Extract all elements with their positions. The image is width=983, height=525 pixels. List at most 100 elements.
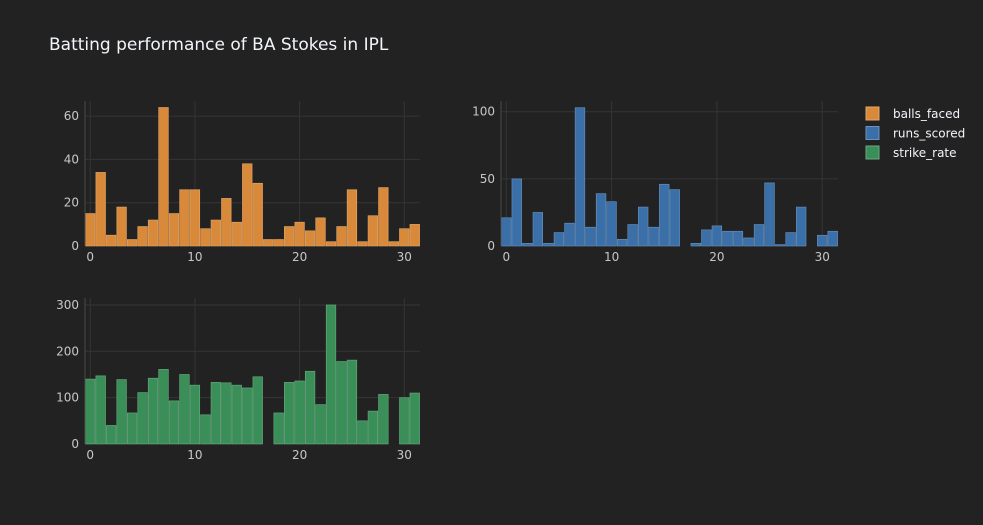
x-tick-label: 30 <box>397 250 412 264</box>
bar-runs_scored[interactable] <box>732 230 744 247</box>
bar-balls_faced[interactable] <box>210 219 221 247</box>
bar-strike_rate[interactable] <box>126 412 138 445</box>
bar-strike_rate[interactable] <box>252 376 263 445</box>
bar-runs_scored[interactable] <box>753 224 765 247</box>
bar-strike_rate[interactable] <box>221 382 232 445</box>
bar-balls_faced[interactable] <box>221 198 232 247</box>
bar-runs_scored[interactable] <box>511 178 522 247</box>
bar-runs_scored[interactable] <box>690 243 701 247</box>
legend-item-runs_scored[interactable]: runs_scored <box>865 126 965 141</box>
bar-strike_rate[interactable] <box>95 375 106 445</box>
bar-strike_rate[interactable] <box>137 392 148 445</box>
bar-strike_rate[interactable] <box>315 404 326 445</box>
bar-strike_rate[interactable] <box>378 394 389 445</box>
bar-strike_rate[interactable] <box>325 304 337 445</box>
bar-strike_rate[interactable] <box>399 397 410 445</box>
bar-balls_faced[interactable] <box>294 221 305 247</box>
bar-runs_scored[interactable] <box>616 238 628 247</box>
bar-balls_faced[interactable] <box>189 189 201 247</box>
bar-runs_scored[interactable] <box>595 193 607 247</box>
bar-runs_scored[interactable] <box>574 107 586 247</box>
bar-balls_faced[interactable] <box>263 239 274 247</box>
legend-item-balls_faced[interactable]: balls_faced <box>865 106 960 121</box>
bar-runs_scored[interactable] <box>564 222 575 247</box>
bar-balls_faced[interactable] <box>85 213 96 247</box>
bar-balls_faced[interactable] <box>158 107 169 247</box>
bar-balls_faced[interactable] <box>273 239 284 247</box>
bar-balls_faced[interactable] <box>399 228 410 247</box>
bar-runs_scored[interactable] <box>627 224 638 247</box>
bar-balls_faced[interactable] <box>231 221 242 247</box>
bar-strike_rate[interactable] <box>231 384 242 445</box>
bar-balls_faced[interactable] <box>252 182 263 247</box>
bar-balls_faced[interactable] <box>346 189 358 247</box>
bar-balls_faced[interactable] <box>304 230 316 247</box>
bar-strike_rate[interactable] <box>168 400 180 445</box>
bar-balls_faced[interactable] <box>168 213 180 247</box>
bar-runs_scored[interactable] <box>638 206 649 247</box>
bar-strike_rate[interactable] <box>346 359 358 445</box>
bar-balls_faced[interactable] <box>325 241 337 247</box>
bar-runs_scored[interactable] <box>543 243 554 247</box>
bar-strike_rate[interactable] <box>357 420 368 445</box>
bar-runs_scored[interactable] <box>774 244 786 247</box>
bar-balls_faced[interactable] <box>357 241 368 247</box>
bar-runs_scored[interactable] <box>648 226 659 247</box>
bar-strike_rate[interactable] <box>116 379 127 445</box>
bar-strike_rate[interactable] <box>409 392 420 445</box>
bar-strike_rate[interactable] <box>210 382 221 445</box>
bar-strike_rate[interactable] <box>273 412 284 445</box>
bar-runs_scored[interactable] <box>553 232 565 247</box>
bar-strike_rate[interactable] <box>106 425 117 445</box>
bar-balls_faced[interactable] <box>95 172 106 247</box>
bar-strike_rate[interactable] <box>242 387 253 445</box>
bar-runs_scored[interactable] <box>827 230 838 247</box>
bar-runs_scored[interactable] <box>659 183 670 247</box>
bar-strike_rate[interactable] <box>158 369 169 445</box>
bar-balls_faced[interactable] <box>367 215 379 247</box>
bar-balls_faced[interactable] <box>242 163 253 247</box>
bar-balls_faced[interactable] <box>388 241 399 247</box>
bar-balls_faced[interactable] <box>126 239 138 247</box>
bar-runs_scored[interactable] <box>669 189 680 247</box>
bar-runs_scored[interactable] <box>722 230 733 247</box>
bar-runs_scored[interactable] <box>522 243 533 247</box>
bar-runs_scored[interactable] <box>585 226 596 247</box>
bar-balls_faced[interactable] <box>284 226 295 247</box>
bar-balls_faced[interactable] <box>409 224 420 247</box>
legend-item-strike_rate[interactable]: strike_rate <box>865 145 957 160</box>
bar-runs_scored[interactable] <box>785 232 796 247</box>
bar-balls_faced[interactable] <box>106 234 117 247</box>
bar-strike_rate[interactable] <box>294 380 305 445</box>
bar-runs_scored[interactable] <box>743 237 754 247</box>
x-tick-label: 20 <box>292 250 307 264</box>
bar-balls_faced[interactable] <box>179 189 190 247</box>
bar-strike_rate[interactable] <box>336 361 347 445</box>
bar-runs_scored[interactable] <box>795 206 807 247</box>
bar-balls_faced[interactable] <box>137 226 148 247</box>
bar-runs_scored[interactable] <box>711 225 723 247</box>
bar-runs_scored[interactable] <box>701 229 712 247</box>
bar-strike_rate[interactable] <box>147 377 159 445</box>
bar-balls_faced[interactable] <box>378 187 389 247</box>
bar-strike_rate[interactable] <box>85 378 96 445</box>
bar-runs_scored[interactable] <box>532 212 544 247</box>
bar-balls_faced[interactable] <box>116 206 127 247</box>
bar-strike_rate[interactable] <box>189 384 201 445</box>
bar-balls_faced[interactable] <box>147 219 159 247</box>
bar-strike_rate[interactable] <box>367 410 379 445</box>
bar-strike_rate[interactable] <box>284 382 295 445</box>
x-tick-label: 30 <box>397 448 412 462</box>
bar-balls_faced[interactable] <box>336 226 347 247</box>
bar-runs_scored[interactable] <box>606 201 617 247</box>
bar-balls_faced[interactable] <box>315 217 326 247</box>
legend[interactable]: balls_faced runs_scored strike_rate <box>865 106 965 160</box>
bar-balls_faced[interactable] <box>200 228 211 247</box>
bar-runs_scored[interactable] <box>501 217 512 247</box>
bar-strike_rate[interactable] <box>200 414 211 445</box>
bar-strike_rate[interactable] <box>179 374 190 445</box>
bar-runs_scored[interactable] <box>817 234 828 247</box>
bar-strike_rate[interactable] <box>304 370 316 445</box>
bar-runs_scored[interactable] <box>764 182 775 247</box>
